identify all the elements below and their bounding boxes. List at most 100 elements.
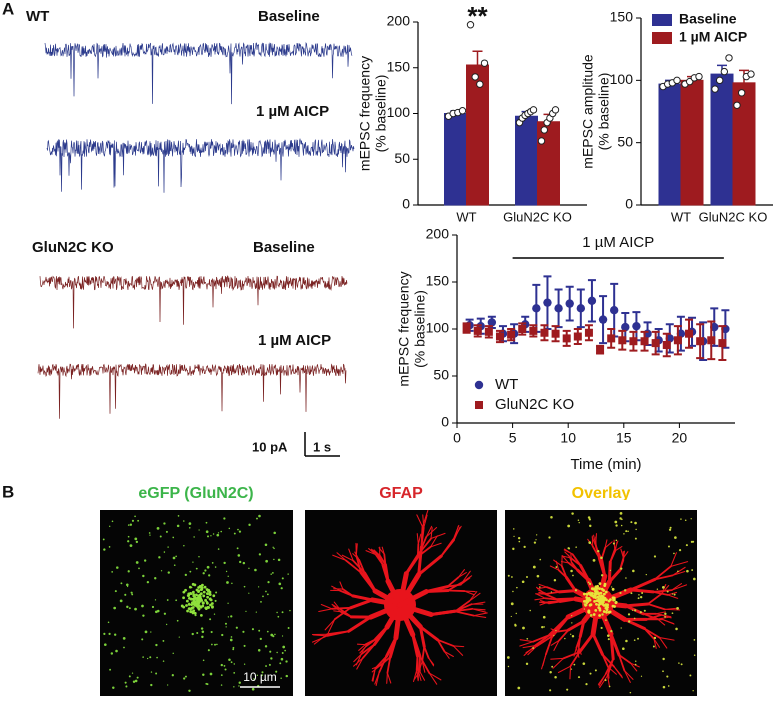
puncta: [201, 630, 205, 634]
process: [550, 639, 560, 646]
soma-puncta: [612, 598, 616, 602]
puncta: [641, 592, 644, 594]
puncta: [639, 595, 643, 599]
trace: [37, 363, 347, 419]
puncta: [275, 670, 278, 673]
soma-puncta: [597, 598, 601, 601]
puncta: [278, 582, 282, 586]
puncta: [689, 674, 692, 677]
bar: [515, 115, 538, 206]
soma-puncta: [585, 599, 588, 603]
trace: [44, 41, 353, 105]
process: [443, 650, 454, 658]
puncta: [251, 628, 255, 631]
puncta: [570, 633, 572, 635]
puncta: [119, 599, 123, 603]
puncta: [154, 599, 157, 601]
process: [417, 533, 422, 545]
soma-puncta: [588, 598, 592, 602]
process: [318, 608, 333, 613]
puncta: [154, 610, 158, 614]
process: [464, 590, 475, 596]
process: [428, 672, 442, 681]
soma-puncta: [201, 583, 204, 587]
puncta: [205, 521, 208, 524]
y-tick-label: 0: [441, 414, 449, 430]
process: [411, 633, 419, 658]
process: [347, 615, 373, 633]
soma-puncta: [189, 592, 193, 595]
puncta: [216, 533, 220, 537]
puncta: [522, 626, 525, 630]
process: [534, 597, 546, 601]
puncta: [159, 535, 162, 538]
process: [578, 646, 582, 655]
data-point: [673, 336, 682, 345]
process: [453, 610, 475, 617]
process: [425, 525, 433, 538]
puncta: [574, 589, 578, 592]
puncta: [637, 597, 640, 600]
process: [578, 632, 595, 654]
traces: [37, 41, 355, 419]
puncta: [620, 567, 623, 570]
soma-puncta: [592, 613, 596, 616]
data-point: [673, 76, 681, 85]
puncta: [625, 530, 628, 533]
soma-puncta: [199, 613, 203, 617]
data-point: [725, 54, 733, 62]
puncta: [273, 531, 276, 535]
puncta: [588, 541, 592, 544]
process: [440, 538, 455, 557]
process: [421, 509, 429, 528]
puncta: [265, 590, 267, 593]
puncta: [109, 668, 112, 671]
puncta: [220, 684, 223, 686]
y-tick-label: 150: [610, 9, 634, 25]
data-point: [662, 340, 671, 349]
soma-puncta: [187, 592, 191, 596]
puncta: [564, 637, 566, 640]
process: [436, 638, 455, 647]
puncta: [570, 569, 573, 573]
puncta: [167, 684, 169, 686]
puncta: [668, 528, 672, 531]
puncta: [103, 643, 107, 646]
process: [609, 632, 621, 657]
puncta: [171, 674, 174, 677]
puncta: [281, 611, 284, 614]
soma-puncta: [598, 582, 602, 586]
puncta: [513, 528, 515, 530]
process: [370, 549, 379, 555]
puncta: [111, 520, 114, 523]
puncta: [532, 565, 536, 569]
process: [420, 525, 424, 548]
soma-puncta: [601, 597, 604, 601]
trace-label: Baseline: [253, 239, 315, 256]
puncta: [182, 520, 185, 522]
process: [404, 555, 420, 576]
puncta: [135, 540, 139, 544]
image-title: GFAP: [379, 485, 423, 502]
puncta: [571, 634, 575, 638]
soma-puncta: [595, 587, 599, 590]
process: [331, 585, 341, 592]
puncta: [634, 521, 637, 525]
puncta: [259, 637, 262, 641]
puncta: [652, 645, 655, 648]
soma-puncta: [195, 604, 199, 608]
puncta: [163, 522, 166, 525]
process: [356, 657, 364, 670]
process: [417, 554, 443, 576]
process: [471, 601, 486, 605]
legend-swatch: [652, 14, 672, 26]
puncta: [184, 675, 187, 678]
process: [573, 647, 577, 657]
puncta: [126, 585, 129, 588]
soma-puncta: [596, 595, 600, 599]
data-point: [587, 296, 597, 305]
data-point: [507, 330, 516, 339]
process: [372, 588, 403, 608]
puncta: [116, 566, 119, 569]
